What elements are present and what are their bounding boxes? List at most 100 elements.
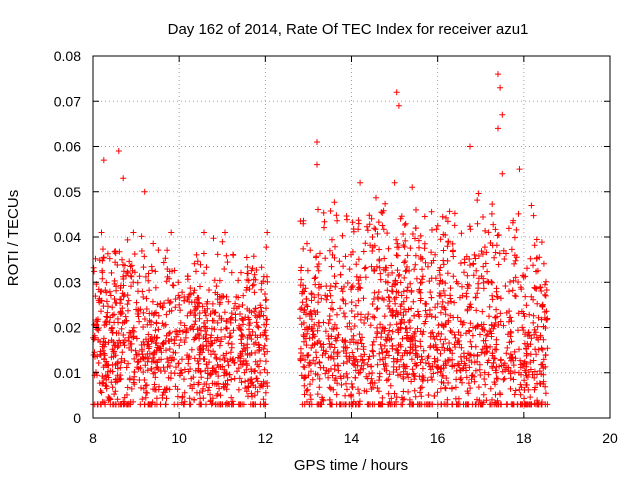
data-point bbox=[149, 298, 156, 305]
data-point bbox=[370, 338, 377, 345]
data-point bbox=[193, 268, 199, 275]
data-point bbox=[394, 244, 401, 251]
data-point bbox=[395, 329, 402, 336]
data-point bbox=[437, 350, 444, 357]
data-point bbox=[131, 381, 138, 388]
data-point bbox=[474, 197, 481, 204]
data-point bbox=[491, 355, 498, 362]
data-point bbox=[504, 344, 511, 351]
data-point bbox=[177, 337, 184, 343]
data-point bbox=[439, 298, 446, 305]
data-point bbox=[352, 374, 359, 381]
data-point bbox=[228, 376, 235, 383]
data-point bbox=[227, 330, 233, 337]
data-point bbox=[497, 318, 504, 325]
data-point bbox=[117, 340, 124, 346]
data-point bbox=[434, 300, 441, 307]
data-point bbox=[483, 249, 490, 256]
data-point bbox=[371, 225, 378, 232]
data-point bbox=[474, 396, 480, 403]
data-point bbox=[453, 367, 460, 374]
data-point bbox=[507, 375, 514, 382]
data-point bbox=[474, 290, 481, 297]
data-point bbox=[252, 276, 259, 283]
data-point bbox=[140, 294, 147, 300]
data-point bbox=[165, 359, 172, 366]
data-point bbox=[421, 320, 428, 327]
data-point bbox=[150, 350, 157, 357]
data-point bbox=[532, 329, 539, 336]
data-point bbox=[488, 322, 495, 329]
data-point bbox=[315, 261, 322, 267]
data-point bbox=[449, 385, 455, 391]
data-point bbox=[314, 327, 321, 334]
data-point bbox=[411, 266, 418, 273]
data-point bbox=[408, 336, 415, 343]
data-point bbox=[108, 337, 115, 344]
data-point bbox=[460, 319, 467, 326]
data-point bbox=[201, 229, 207, 236]
data-point bbox=[160, 340, 167, 347]
data-point bbox=[108, 379, 115, 386]
data-point bbox=[191, 396, 197, 403]
data-point bbox=[484, 268, 491, 275]
data-point bbox=[327, 385, 334, 392]
data-point bbox=[317, 250, 323, 257]
data-point bbox=[212, 309, 219, 316]
data-point bbox=[223, 293, 230, 300]
data-point bbox=[456, 401, 463, 408]
data-point bbox=[355, 256, 362, 263]
data-point bbox=[329, 236, 335, 243]
y-axis-label: ROTI / TECUs bbox=[5, 190, 22, 286]
data-point bbox=[133, 335, 140, 342]
data-point bbox=[126, 401, 133, 408]
data-point bbox=[457, 318, 464, 325]
data-point bbox=[348, 286, 354, 293]
data-point bbox=[335, 331, 342, 338]
data-point bbox=[338, 375, 345, 382]
data-point bbox=[458, 230, 465, 237]
data-point bbox=[534, 397, 541, 404]
data-point bbox=[328, 305, 334, 312]
data-point bbox=[413, 206, 419, 213]
data-point bbox=[131, 355, 138, 362]
data-point bbox=[524, 265, 530, 272]
data-point bbox=[170, 356, 177, 363]
data-point bbox=[245, 270, 251, 277]
data-point bbox=[348, 299, 355, 306]
data-point bbox=[352, 367, 359, 374]
data-point bbox=[118, 355, 125, 362]
data-point bbox=[221, 369, 228, 376]
data-point bbox=[437, 271, 443, 278]
data-point bbox=[143, 295, 150, 302]
data-point bbox=[523, 372, 530, 379]
data-point bbox=[484, 348, 491, 355]
data-point bbox=[339, 288, 346, 295]
x-tick-label: 16 bbox=[430, 430, 446, 446]
data-point bbox=[449, 248, 456, 255]
data-point bbox=[413, 347, 419, 354]
data-point bbox=[135, 307, 142, 314]
data-point bbox=[344, 358, 351, 365]
data-point bbox=[147, 401, 154, 408]
data-point bbox=[237, 311, 243, 317]
data-point bbox=[486, 401, 493, 408]
data-point bbox=[242, 385, 249, 392]
x-tick-label: 8 bbox=[89, 430, 97, 446]
data-point bbox=[415, 311, 422, 318]
data-point bbox=[215, 380, 222, 387]
data-point bbox=[523, 382, 529, 388]
data-point bbox=[408, 378, 415, 385]
data-point bbox=[507, 385, 514, 392]
data-point bbox=[225, 298, 232, 305]
data-point bbox=[140, 264, 147, 271]
data-point bbox=[300, 363, 307, 370]
data-point bbox=[350, 355, 357, 362]
data-point bbox=[231, 359, 238, 366]
data-point bbox=[111, 248, 118, 255]
data-point bbox=[512, 257, 519, 264]
data-point bbox=[422, 259, 429, 266]
data-point bbox=[480, 279, 487, 286]
data-point bbox=[112, 388, 119, 395]
data-point bbox=[321, 218, 328, 225]
